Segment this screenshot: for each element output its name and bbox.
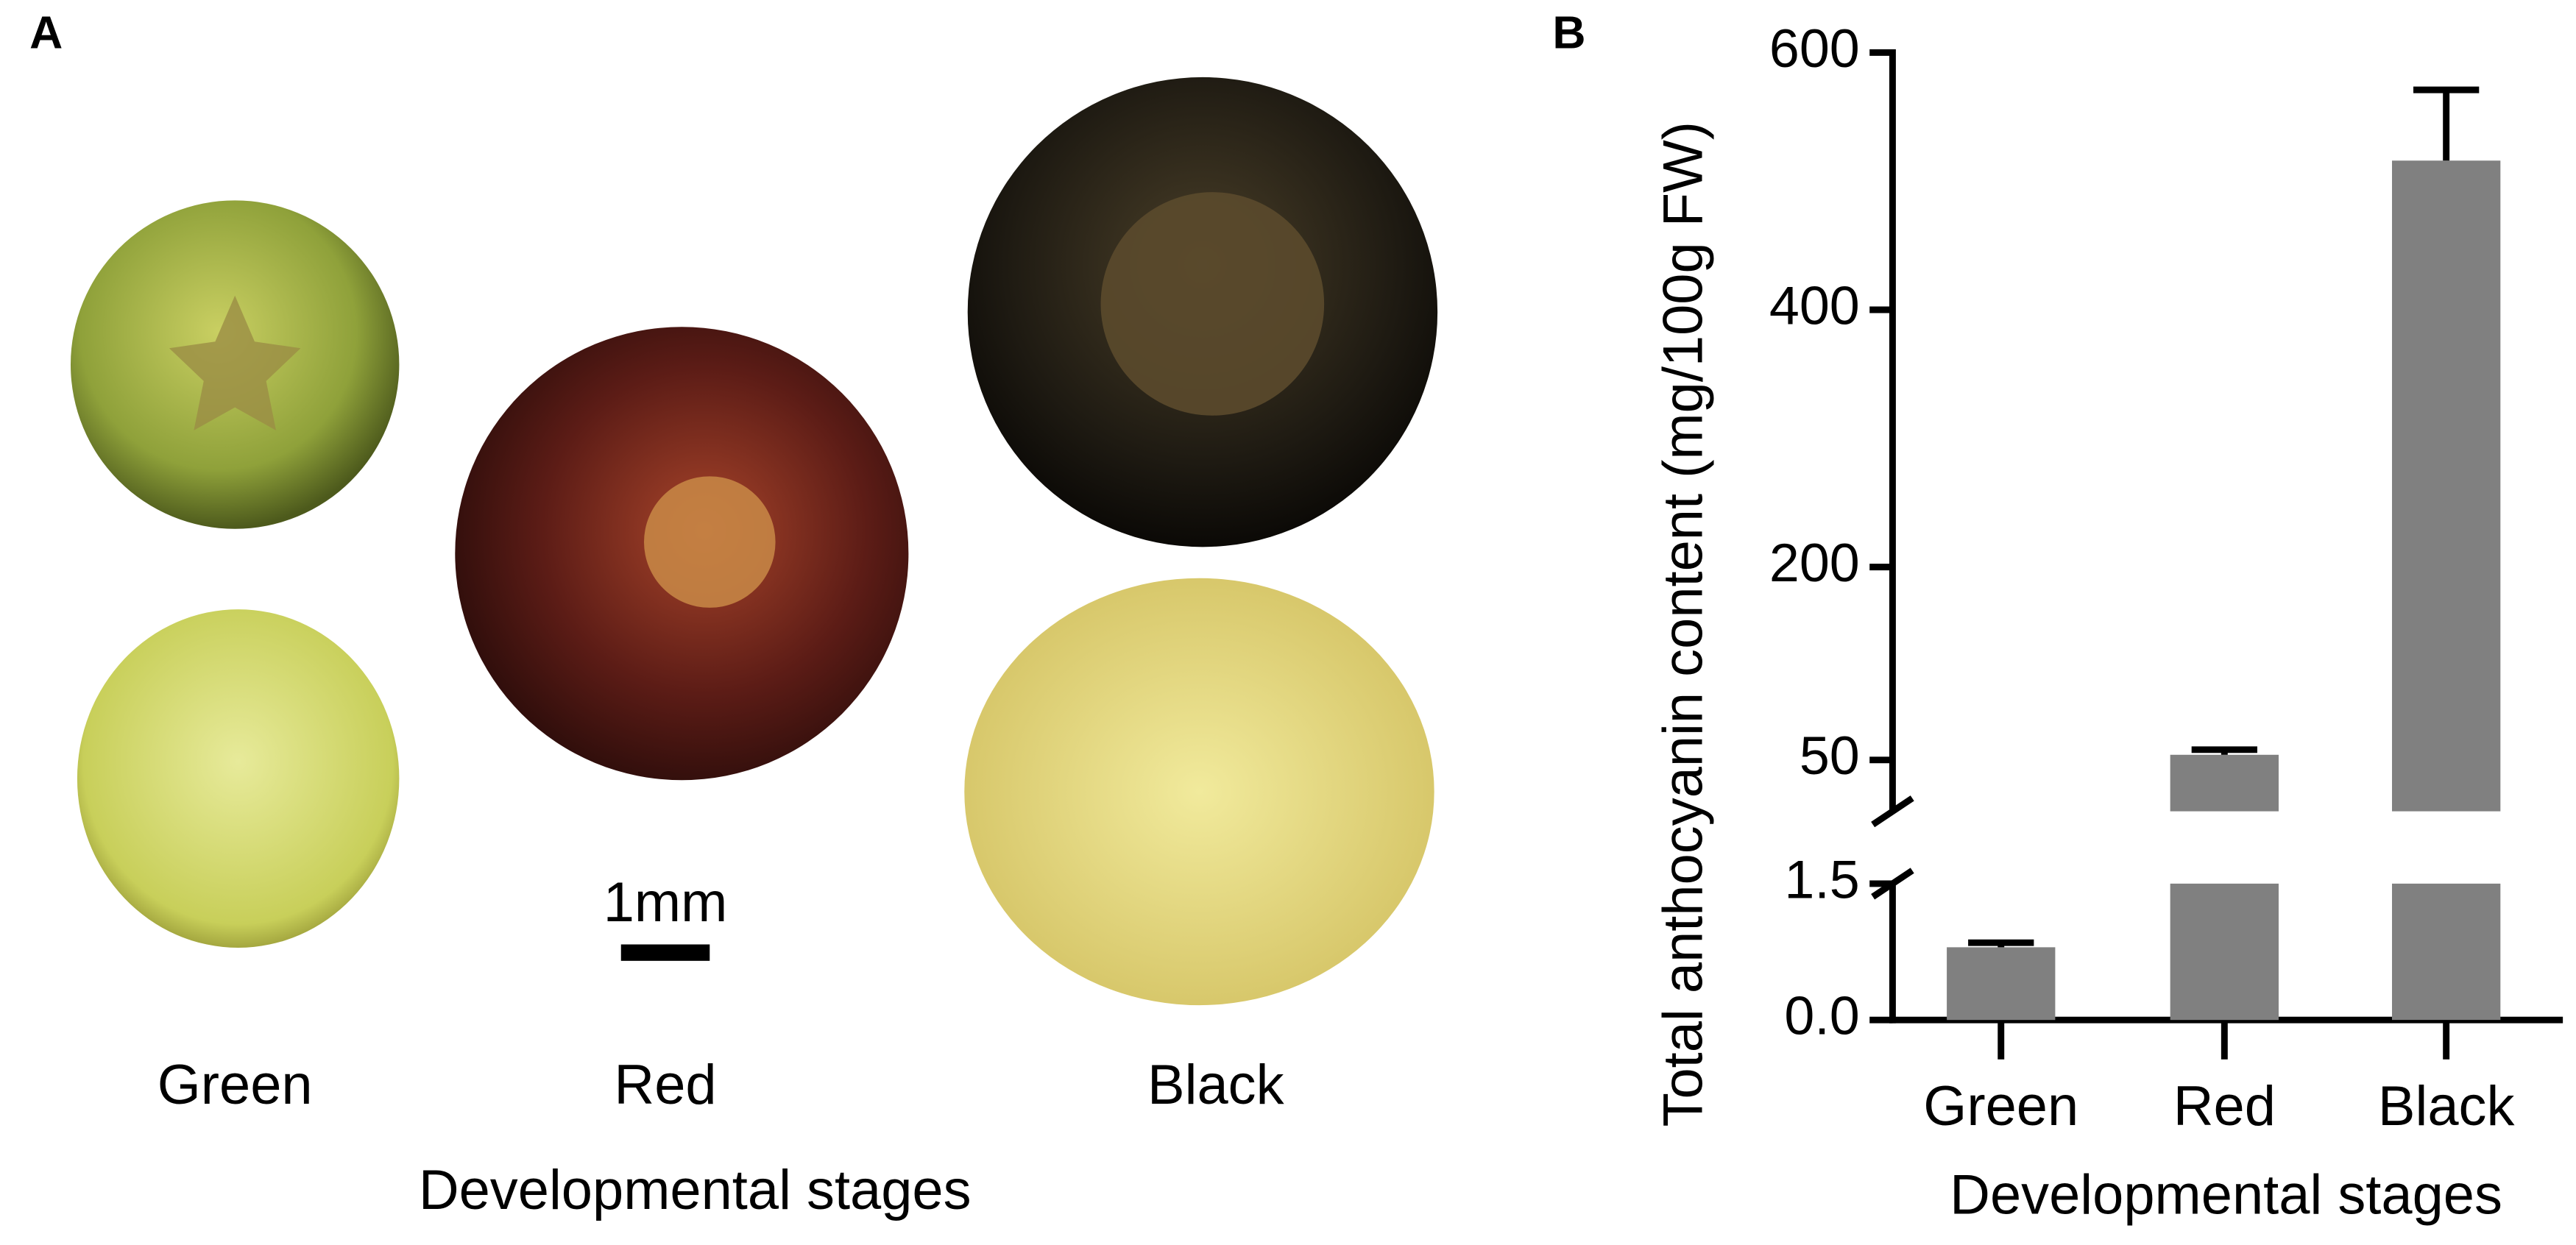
photo-black-cut — [964, 578, 1434, 1006]
y-tick-label: 50 — [1800, 725, 1860, 786]
stage-label: Black — [1147, 1054, 1285, 1116]
axis-break — [1871, 795, 1914, 828]
x-axis-title: Developmental stages — [419, 1159, 972, 1221]
y-axis-title: Total anthocyanin content (mg/100g FW) — [1652, 121, 1714, 1127]
photo-detail — [169, 295, 301, 430]
bar — [1947, 947, 2056, 1021]
scale-bar — [620, 944, 710, 961]
y-tick-label: 1.5 — [1784, 848, 1859, 909]
y-tick-label: 400 — [1769, 274, 1860, 336]
stage-label: Green — [158, 1054, 313, 1116]
bar — [2392, 883, 2501, 1021]
x-tick-label: Black — [2378, 1075, 2516, 1138]
y-tick-label: 0.0 — [1784, 985, 1859, 1046]
x-tick-label: Red — [2173, 1075, 2276, 1138]
photo-detail — [1100, 192, 1325, 416]
photo-detail — [644, 476, 776, 608]
stage-label: Red — [614, 1054, 716, 1116]
x-axis-title: Developmental stages — [1950, 1164, 2502, 1227]
bar — [2170, 883, 2279, 1021]
error-bar — [1968, 939, 2034, 948]
bar — [2392, 160, 2501, 812]
photos — [70, 77, 1438, 1006]
y-tick-label: 200 — [1769, 532, 1860, 593]
bar — [2170, 754, 2279, 812]
scale-label: 1mm — [604, 871, 728, 934]
error-bar — [2191, 746, 2257, 755]
panel-label: A — [29, 7, 63, 59]
error-bar — [2413, 86, 2480, 161]
panel-label: B — [1552, 7, 1585, 59]
y-tick-label: 600 — [1769, 18, 1860, 79]
x-tick-label: Green — [1923, 1075, 2078, 1138]
photo-green-cut — [77, 609, 400, 948]
